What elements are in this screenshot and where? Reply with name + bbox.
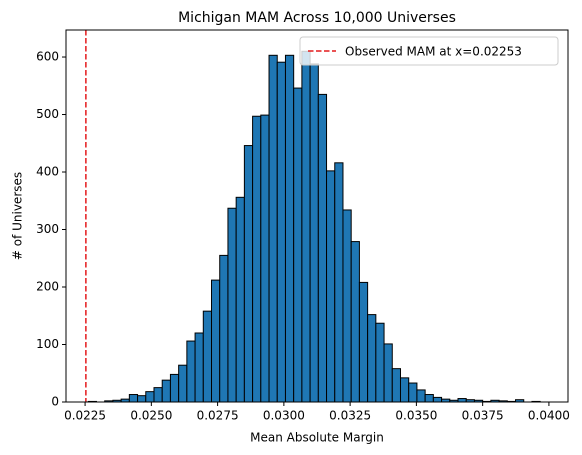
bar: [358, 281, 369, 403]
bar: [202, 310, 213, 403]
bar: [268, 54, 278, 403]
chart-title: Michigan MAM Across 10,000 Universes: [178, 10, 456, 26]
y-axis-label: # of Universes: [11, 172, 25, 260]
x-tick-label: 0.0250: [130, 409, 172, 423]
bar: [227, 207, 237, 403]
bar: [186, 340, 196, 403]
y-tick-label: 0: [51, 395, 59, 409]
bar: [211, 279, 221, 403]
x-tick-label: 0.0275: [197, 409, 239, 423]
bar: [383, 343, 393, 403]
bar: [153, 387, 163, 403]
bar: [399, 377, 410, 403]
bar: [178, 364, 188, 403]
bar: [137, 395, 147, 403]
bar: [161, 379, 171, 403]
y-tick-label: 500: [36, 107, 59, 121]
bar: [243, 145, 254, 403]
bar: [128, 394, 139, 403]
bar: [284, 54, 295, 403]
bar: [169, 373, 180, 403]
bar: [416, 389, 426, 403]
legend-box: [299, 36, 559, 66]
y-tick-label: 200: [36, 280, 59, 294]
x-tick-label: 0.0325: [329, 409, 371, 423]
y-tick-label: 100: [36, 337, 59, 351]
x-tick-label: 0.0300: [263, 409, 305, 423]
y-tick-label: 400: [36, 165, 59, 179]
x-tick-label: 0.0350: [395, 409, 437, 423]
bar: [219, 254, 229, 403]
bar: [252, 115, 262, 403]
bar: [432, 396, 443, 403]
bar: [235, 196, 245, 403]
x-tick-label: 0.0375: [462, 409, 504, 423]
bar: [350, 241, 360, 403]
x-axis-label: Mean Absolute Margin: [250, 431, 384, 445]
x-tick-label: 0.0400: [528, 409, 570, 423]
bar: [276, 61, 286, 403]
x-tick-label: 0.0225: [64, 409, 106, 423]
bar: [145, 391, 155, 403]
bar: [317, 93, 328, 403]
bar: [326, 170, 336, 403]
bar: [342, 209, 352, 403]
bar: [424, 394, 434, 403]
y-tick-label: 300: [36, 222, 59, 236]
bar: [391, 368, 401, 403]
bar: [367, 314, 377, 403]
bar: [194, 332, 204, 403]
bar: [408, 382, 418, 403]
bar: [260, 114, 270, 403]
bar: [457, 398, 467, 403]
bar: [293, 87, 303, 403]
bar: [375, 322, 385, 403]
bar: [334, 162, 344, 403]
bar: [301, 50, 311, 403]
bar: [309, 63, 319, 403]
legend-label: Observed MAM at x=0.02253: [345, 45, 522, 59]
y-tick-label: 600: [36, 50, 59, 64]
plot-frame: [65, 29, 569, 403]
